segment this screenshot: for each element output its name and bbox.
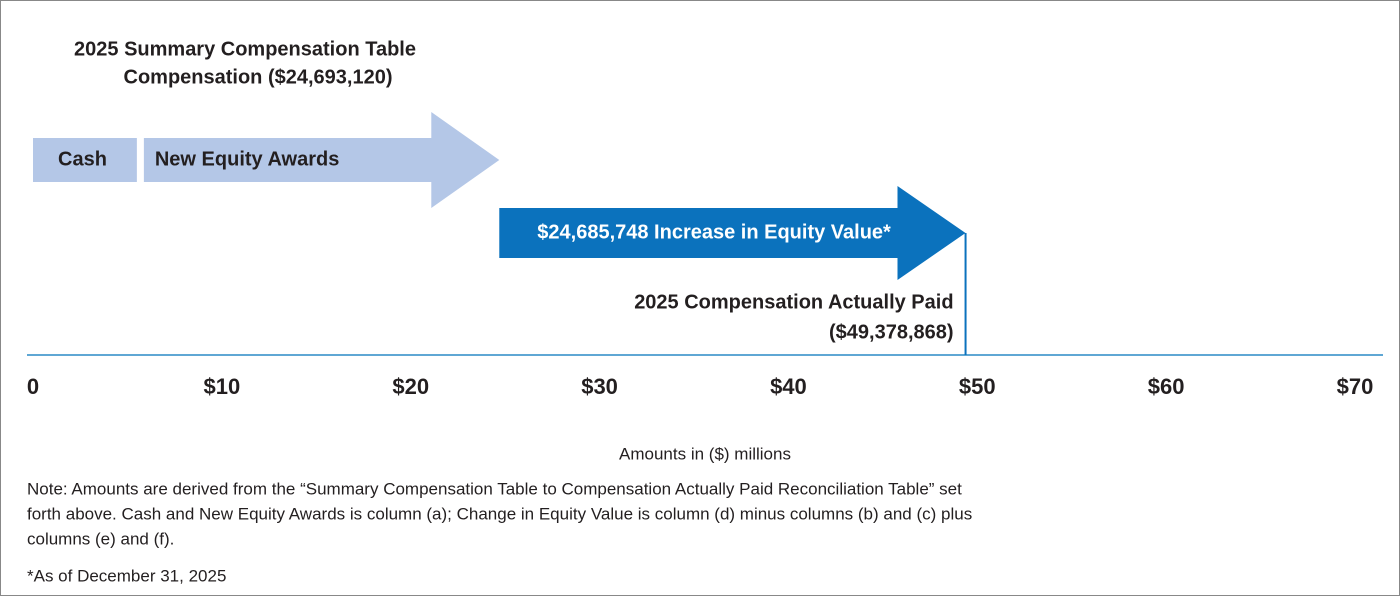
chart-title: Compensation ($24,693,120) [124,66,393,88]
segment [33,138,137,182]
marker-label: ($49,378,868) [829,321,954,343]
x-tick-label: $60 [1148,374,1185,399]
x-tick-label: $70 [1337,374,1374,399]
x-tick-label: 0 [27,374,39,399]
chart-title: 2025 Summary Compensation Table [74,38,416,60]
x-tick-label: $40 [770,374,807,399]
x-tick-label: $10 [203,374,240,399]
segment [143,112,500,208]
segment-label: Cash [58,148,107,170]
note: columns (e) and (f). [27,529,174,548]
x-tick-label: $20 [392,374,429,399]
note: Note: Amounts are derived from the “Summ… [27,479,962,498]
segment [499,186,966,280]
x-tick-label: $50 [959,374,996,399]
note: forth above. Cash and New Equity Awards … [27,504,972,523]
segment-label: $24,685,748 Increase in Equity Value* [537,221,891,243]
x-axis-label: Amounts in ($) millions [619,444,791,463]
segment-label: New Equity Awards [155,148,340,170]
footnote: *As of December 31, 2025 [27,566,226,585]
marker-label: 2025 Compensation Actually Paid [634,291,953,313]
x-tick-label: $30 [581,374,618,399]
